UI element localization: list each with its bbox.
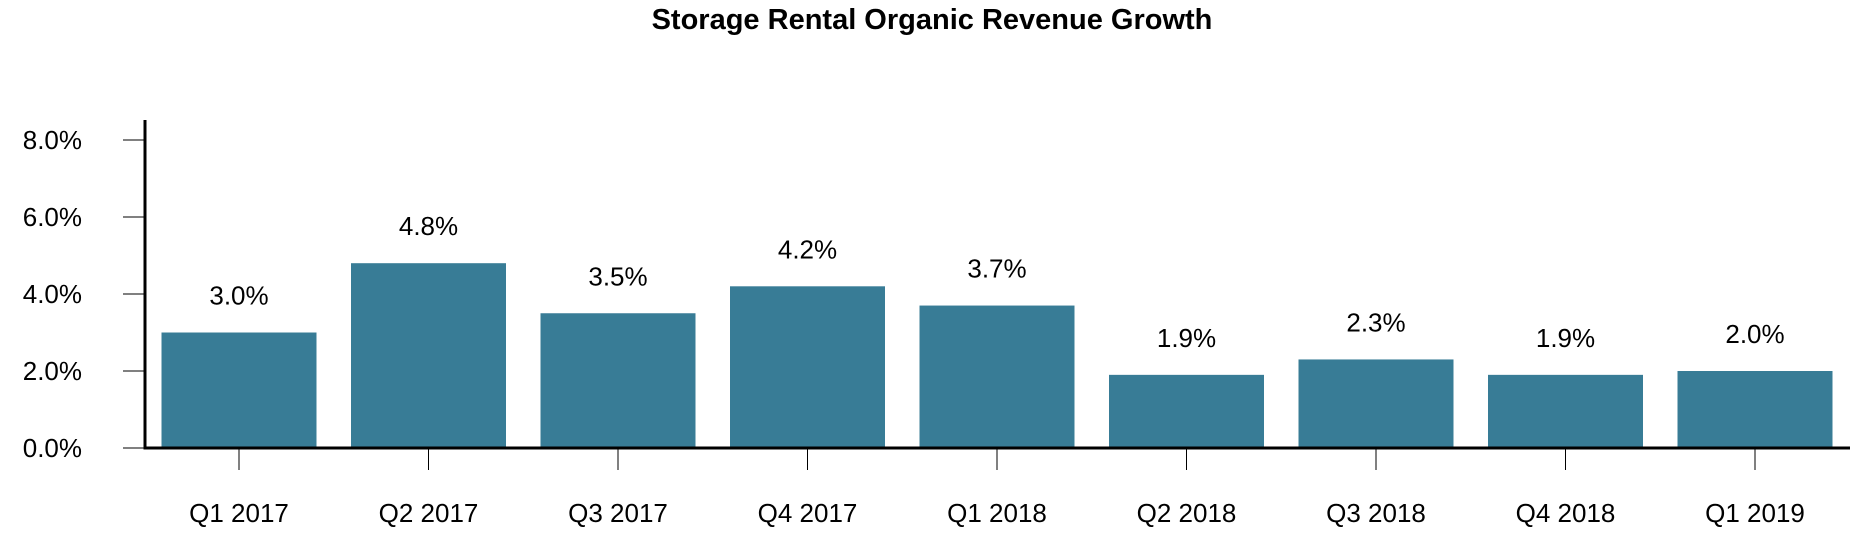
- x-tick-label: Q2 2018: [1137, 498, 1237, 528]
- y-tick-label: 4.0%: [23, 279, 82, 309]
- bar-data-label: 4.2%: [778, 234, 837, 264]
- x-tick-label: Q2 2017: [379, 498, 479, 528]
- bar: [351, 263, 506, 448]
- bar: [1488, 374, 1643, 448]
- bar: [1677, 371, 1833, 448]
- x-tick-label: Q3 2018: [1326, 498, 1426, 528]
- bar-data-label: 3.5%: [588, 261, 647, 291]
- y-tick-label: 2.0%: [23, 356, 82, 386]
- y-tick-label: 8.0%: [23, 125, 82, 155]
- x-tick-label: Q1 2018: [947, 498, 1047, 528]
- bar-data-label: 2.0%: [1725, 319, 1784, 349]
- y-axis-ticks: 0.0% 2.0% 4.0% 6.0% 8.0%: [23, 125, 145, 463]
- y-tick-label: 0.0%: [23, 433, 82, 463]
- x-tick-label: Q3 2017: [568, 498, 668, 528]
- y-tick-label: 6.0%: [23, 202, 82, 232]
- x-tick-label: Q4 2017: [758, 498, 858, 528]
- x-tick-label: Q1 2019: [1705, 498, 1805, 528]
- chart-title: Storage Rental Organic Revenue Growth: [651, 4, 1213, 36]
- bar: [540, 313, 696, 448]
- bar: [730, 286, 885, 448]
- bars: 3.0% 4.8% 3.5% 4.2% 3.7% 1.9% 2.3% 1.9% 2.0%: [161, 211, 1833, 448]
- x-axis-ticks: Q1 2017 Q2 2017 Q3 2017 Q4 2017 Q1 2018 Q2 20…: [189, 448, 1805, 528]
- bar: [1109, 374, 1264, 448]
- bar: [1298, 359, 1454, 448]
- bar-data-label: 1.9%: [1536, 323, 1595, 353]
- bar-data-label: 3.0%: [209, 281, 268, 311]
- x-tick-label: Q4 2018: [1516, 498, 1616, 528]
- x-tick-label: Q1 2017: [189, 498, 289, 528]
- bar-data-label: 1.9%: [1157, 323, 1216, 353]
- bar: [161, 332, 317, 448]
- bar-data-label: 4.8%: [399, 211, 458, 241]
- bar-data-label: 3.7%: [967, 254, 1026, 284]
- bar: [919, 305, 1075, 448]
- bar-data-label: 2.3%: [1346, 307, 1405, 337]
